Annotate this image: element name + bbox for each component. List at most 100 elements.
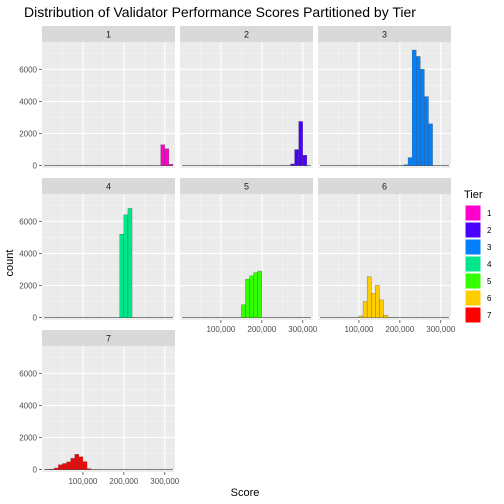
y-tick-label: 0 (33, 314, 38, 323)
legend-label: 4 (487, 260, 492, 269)
legend-key (464, 255, 482, 273)
facet-strip (42, 330, 175, 346)
y-axis-title: count (4, 250, 16, 277)
histogram-bar (371, 293, 376, 318)
y-tick-label: 6000 (19, 65, 37, 74)
histogram-bar (119, 233, 124, 318)
histogram-bar (257, 270, 262, 318)
x-tick-label: 200,000 (247, 325, 276, 334)
x-tick-label: 100,000 (206, 325, 235, 334)
legend-key (464, 289, 482, 307)
histogram-bar (58, 464, 63, 470)
y-tick-label: 0 (33, 162, 38, 171)
facet-strip (318, 178, 451, 194)
legend-label: 5 (487, 277, 492, 286)
histogram-bar (290, 163, 295, 166)
facet-strip (180, 26, 313, 42)
facet-strip-label: 1 (106, 30, 111, 40)
facet-panel: 7 0 2000 4000 6000 100,000 200,000 300,000 (19, 330, 180, 486)
histogram-bar (424, 96, 429, 166)
histogram-bar (164, 148, 170, 166)
histogram-bar (379, 299, 384, 318)
panel-background (42, 42, 175, 168)
histogram-bar (168, 164, 174, 166)
x-tick-label: 200,000 (385, 325, 414, 334)
y-tick-label: 4000 (19, 401, 37, 410)
histogram-bar (403, 164, 409, 166)
histogram-bar (383, 315, 388, 318)
histogram-bar (245, 278, 250, 318)
legend-key (464, 272, 482, 290)
facet-panel: 6 100,000 200,000 300,000 (318, 178, 456, 334)
histogram-bar (74, 454, 79, 470)
facet-strip (180, 178, 313, 194)
histogram-bar (294, 149, 299, 166)
chart-title: Distribution of Validator Performance Sc… (24, 4, 416, 20)
histogram-bar (86, 468, 92, 470)
legend-key (464, 238, 482, 256)
panel-background (180, 42, 313, 168)
y-tick-label: 2000 (19, 129, 37, 138)
facet-strip-label: 2 (244, 30, 249, 40)
histogram-bar (362, 301, 368, 318)
histogram-bar (366, 276, 372, 318)
x-tick-label: 100,000 (68, 477, 97, 486)
y-tick-label: 2000 (19, 281, 37, 290)
legend-key (464, 221, 482, 239)
histogram-bar (249, 275, 254, 318)
facet-strip-label: 7 (106, 334, 111, 344)
x-tick-label: 300,000 (288, 325, 317, 334)
histogram-bar (428, 123, 433, 166)
facet-panel: 3 (318, 26, 451, 168)
y-tick-label: 4000 (19, 97, 37, 106)
panel-background (42, 346, 175, 472)
x-tick-label: 300,000 (426, 325, 455, 334)
x-tick-label: 300,000 (150, 477, 179, 486)
y-tick-label: 6000 (19, 369, 37, 378)
legend-key (464, 204, 482, 222)
y-tick-label: 2000 (19, 433, 37, 442)
histogram-bar (54, 467, 59, 470)
legend-label: 6 (487, 294, 492, 303)
histogram-bar (375, 285, 380, 318)
legend: Tier 1 2 3 4 5 6 7 (464, 189, 492, 324)
x-tick-label: 100,000 (344, 325, 373, 334)
histogram-bar (62, 463, 67, 470)
facet-panel: 5 100,000 200,000 300,000 (180, 178, 318, 334)
facet-strip (42, 178, 175, 194)
facet-panel: 2 (180, 26, 313, 168)
x-tick-label: 200,000 (109, 477, 138, 486)
legend-label: 1 (487, 209, 492, 218)
legend-label: 7 (487, 311, 492, 320)
panel-background (318, 194, 451, 320)
histogram-bar (66, 461, 71, 470)
legend-label: 3 (487, 243, 492, 252)
y-tick-label: 0 (33, 466, 38, 475)
facet-strip (318, 26, 451, 42)
histogram-bar (78, 456, 84, 470)
legend-key (464, 306, 482, 324)
y-tick-label: 4000 (19, 249, 37, 258)
facet-panels: 1 0 2000 4000 6000 2 3 4 0 2000 4000 6000 5 100,000 20… (19, 26, 456, 486)
legend-label: 2 (487, 226, 492, 235)
facet-strip-label: 4 (106, 182, 111, 192)
x-axis-title: Score (231, 487, 260, 499)
histogram-bar (123, 214, 129, 318)
histogram-bar (407, 157, 413, 166)
histogram-bar (411, 49, 417, 166)
histogram-bar (253, 272, 258, 318)
histogram-bar (82, 461, 88, 470)
histogram-bar (420, 69, 425, 166)
histogram-bar (127, 208, 133, 318)
facet-strip (42, 26, 175, 42)
histogram-bar (241, 304, 246, 318)
y-tick-label: 6000 (19, 217, 37, 226)
panel-background (42, 194, 175, 320)
histogram-bar (416, 56, 421, 166)
facet-strip-label: 6 (382, 182, 387, 192)
histogram-bar (302, 155, 308, 166)
facet-panel: 4 0 2000 4000 6000 (19, 178, 175, 323)
facet-strip-label: 5 (244, 182, 249, 192)
histogram-bar (358, 315, 364, 318)
